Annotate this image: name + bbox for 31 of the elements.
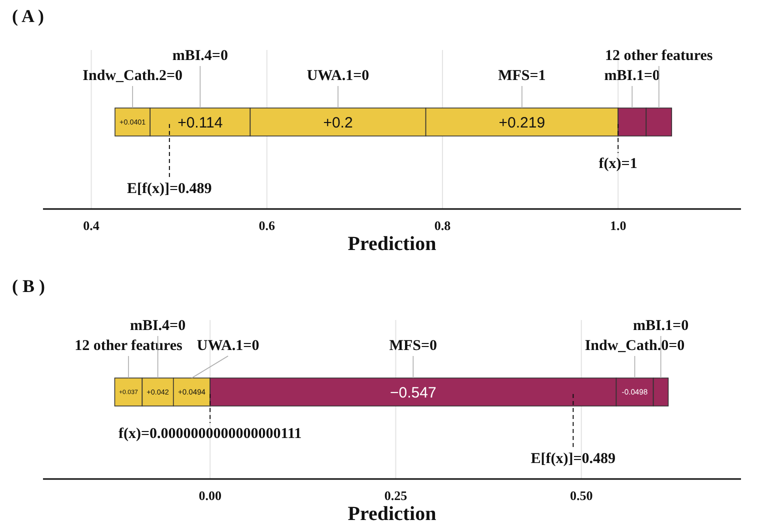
x-tick-label: 0.50 <box>570 488 593 503</box>
x-tick-label: 1.0 <box>610 218 626 233</box>
text: mBI.4=0 <box>172 48 228 64</box>
series-label: MFS=1 <box>498 68 546 84</box>
series-label: MFS=0 <box>389 338 438 354</box>
text: Indw_Cath.0=0 <box>584 338 685 354</box>
text: 12 other features <box>605 48 713 64</box>
text: mBI.1=0 <box>632 318 689 334</box>
ref-line-label: f(x)=0.0000000000000000111 <box>118 426 302 442</box>
ref-line-label: f(x)=1 <box>598 156 638 172</box>
chart-title: ( A ) <box>12 6 44 26</box>
ref-line-label: E[f(x)]=0.489 <box>127 181 212 197</box>
chart-title: ( B ) <box>12 276 45 296</box>
x-axis-title: Prediction <box>348 503 436 525</box>
x-tick-label: 0.00 <box>198 488 222 503</box>
series-label: UWA.1=0 <box>306 68 370 84</box>
series-label: mBI.1=0 <box>604 68 660 84</box>
data-label: −0.547 <box>390 384 436 402</box>
data-label: +0.219 <box>498 114 546 132</box>
x-tick-label: 0.6 <box>258 218 276 233</box>
data-label: +0.114 <box>178 114 223 132</box>
x-tick-label: 0.4 <box>83 218 100 233</box>
x-tick-label: 0.8 <box>434 218 452 233</box>
text: 12 other features <box>74 338 182 354</box>
x-tick-label: 0.25 <box>384 488 408 503</box>
ref-line-label: E[f(x)]=0.489 <box>530 451 616 467</box>
text: mBI.4=0 <box>130 318 186 334</box>
series-label: UWA.1=0 <box>196 338 260 354</box>
text: Indw_Cath.2=0 <box>82 68 183 84</box>
x-axis-title: Prediction <box>348 233 436 255</box>
data-label: +0.2 <box>323 114 353 132</box>
